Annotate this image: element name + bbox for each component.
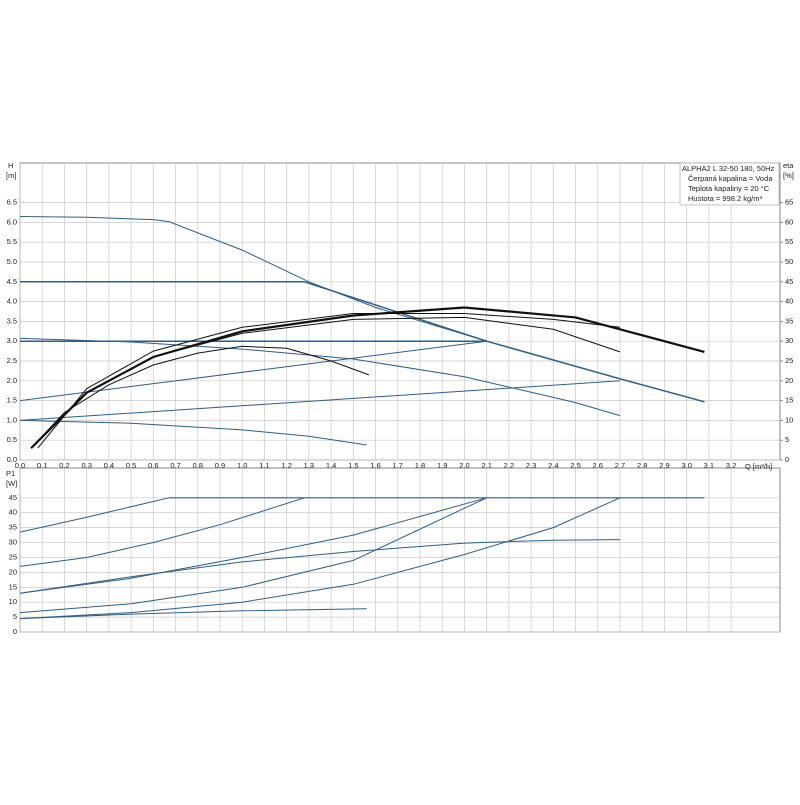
y-tick-label: 35 (9, 523, 17, 532)
info-line: Hustota = 998.2 kg/m³ (688, 194, 762, 203)
y-tick-label: 15 (9, 582, 17, 591)
y-tick-label: 5.0 (7, 257, 17, 266)
y2-tick-label: 65 (785, 198, 793, 207)
y2-tick-label: 25 (785, 356, 793, 365)
y-unit: [W] (6, 479, 17, 488)
curve (19, 539, 621, 594)
y2-tick-label: 35 (785, 316, 793, 325)
x-tick-label: 3,0 (681, 461, 691, 470)
info-line: Teplota kapaliny = 20 °C (688, 184, 770, 193)
y2-tick-label: 60 (785, 217, 793, 226)
curve (37, 313, 621, 449)
y2-tick-label: 40 (785, 297, 793, 306)
x-tick-label: 1,0 (237, 461, 247, 470)
x-tick-label: 0,0 (15, 461, 25, 470)
y2-tick-label: 5 (785, 435, 789, 444)
x-tick-label: 2,5 (570, 461, 580, 470)
y-tick-label: 6.0 (7, 217, 17, 226)
x-tick-label: 0,8 (193, 461, 203, 470)
y-tick-label: 1.0 (7, 415, 17, 424)
x-tick-label: 1,2 (281, 461, 291, 470)
x-tick-label: 2,4 (548, 461, 558, 470)
y2-tick-label: 50 (785, 257, 793, 266)
y-tick-label: 25 (9, 552, 17, 561)
y-unit: [m] (6, 171, 16, 180)
x-tick-label: 0,7 (170, 461, 180, 470)
info-line: Čerpaná kapalina = Voda (688, 174, 773, 183)
curve (19, 497, 621, 620)
curve (19, 419, 367, 446)
y2-unit: [%] (783, 171, 794, 180)
x-tick-label: 0,5 (126, 461, 136, 470)
y-tick-label: 2.0 (7, 376, 17, 385)
x-tick-label: 1,3 (304, 461, 314, 470)
x-tick-label: 1,7 (393, 461, 403, 470)
curve (19, 497, 487, 594)
curve (19, 497, 305, 567)
x-tick-label: 1,4 (326, 461, 336, 470)
y-tick-label: 3.0 (7, 336, 17, 345)
y-tick-label: 4.0 (7, 297, 17, 306)
x-tick-label: 0,2 (59, 461, 69, 470)
y-tick-label: 0.0 (7, 455, 17, 464)
y-tick-label: 0.5 (7, 435, 17, 444)
x-tick-label: 2,3 (526, 461, 536, 470)
x-tick-label: 3,1 (704, 461, 714, 470)
x-tick-label: 1,5 (348, 461, 358, 470)
y-tick-label: 3.5 (7, 316, 17, 325)
y2-tick-label: 10 (785, 415, 793, 424)
y-label: P1 (6, 469, 15, 478)
curve (30, 306, 705, 449)
x-tick-label: 1,6 (370, 461, 380, 470)
x-tick-label: 2,7 (615, 461, 625, 470)
y2-tick-label: 45 (785, 277, 793, 286)
curve (19, 340, 487, 402)
y2-tick-label: 20 (785, 376, 793, 385)
y2-label: eta (783, 161, 794, 170)
x-tick-label: 2,0 (459, 461, 469, 470)
curve (19, 497, 170, 533)
info-box (679, 162, 780, 206)
x-tick-label: 3,2 (726, 461, 736, 470)
y2-tick-label: 30 (785, 336, 793, 345)
x-tick-label: 2,8 (637, 461, 647, 470)
y2-tick-label: 0 (785, 455, 789, 464)
y-tick-label: 0 (13, 627, 17, 636)
curve (19, 337, 621, 417)
y2-tick-label: 15 (785, 396, 793, 405)
curve (19, 608, 367, 620)
y-tick-label: 30 (9, 538, 17, 547)
curve (19, 497, 487, 614)
x-label: Q [m³/h] (745, 462, 772, 471)
curve (30, 345, 370, 449)
y-tick-label: 20 (9, 567, 17, 576)
info-line: ALPHA2 L 32-50 180, 50Hz (682, 164, 775, 173)
y-tick-label: 10 (9, 597, 17, 606)
y2-tick-label: 55 (785, 237, 793, 246)
x-tick-label: 0,3 (81, 461, 91, 470)
curve (19, 380, 621, 421)
x-tick-label: 1,1 (259, 461, 269, 470)
y-tick-label: 6.5 (7, 198, 17, 207)
y-tick-label: 4.5 (7, 277, 17, 286)
x-tick-label: 1,8 (415, 461, 425, 470)
x-tick-label: 2,1 (481, 461, 491, 470)
y-tick-label: 1.5 (7, 396, 17, 405)
y-tick-label: 2.5 (7, 356, 17, 365)
x-tick-label: 0,1 (37, 461, 47, 470)
x-tick-label: 1,9 (437, 461, 447, 470)
y-tick-label: 45 (9, 493, 17, 502)
y-label: H (8, 161, 13, 170)
x-tick-label: 2,2 (504, 461, 514, 470)
x-tick-label: 0,6 (148, 461, 158, 470)
x-tick-label: 0,4 (104, 461, 114, 470)
x-tick-label: 2,6 (593, 461, 603, 470)
y-tick-label: 40 (9, 508, 17, 517)
x-tick-label: 0,9 (215, 461, 225, 470)
y-tick-label: 5 (13, 612, 17, 621)
y-tick-label: 5.5 (7, 237, 17, 246)
x-tick-label: 2,9 (659, 461, 669, 470)
